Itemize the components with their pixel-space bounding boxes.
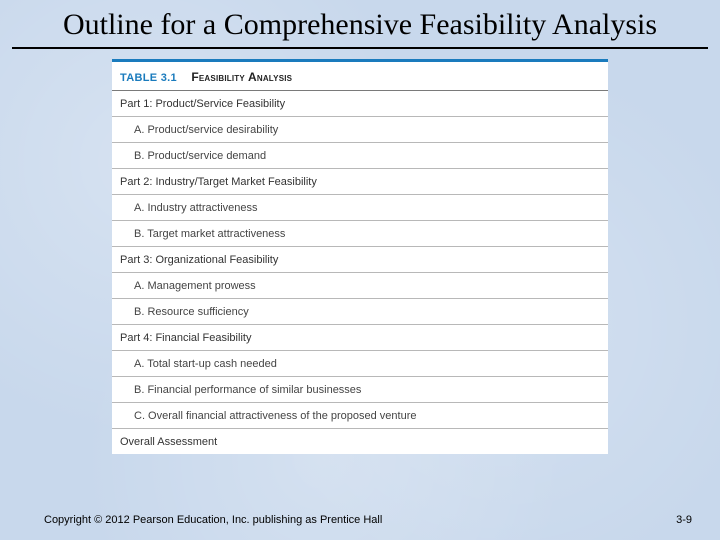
table-row: C. Overall financial attractiveness of t… [112, 403, 608, 429]
table-row: Part 1: Product/Service Feasibility [112, 91, 608, 117]
table-row: A. Industry attractiveness [112, 195, 608, 221]
table-header: TABLE 3.1 Feasibility Analysis [112, 62, 608, 91]
table-row: B. Target market attractiveness [112, 221, 608, 247]
table-row: Overall Assessment [112, 429, 608, 454]
table-row: B. Financial performance of similar busi… [112, 377, 608, 403]
table-row: A. Management prowess [112, 273, 608, 299]
table-row: B. Resource sufficiency [112, 299, 608, 325]
table-label: TABLE 3.1 [120, 72, 177, 84]
table-row: A. Product/service desirability [112, 117, 608, 143]
copyright-text: Copyright © 2012 Pearson Education, Inc.… [44, 514, 382, 526]
table-row: B. Product/service demand [112, 143, 608, 169]
slide-title: Outline for a Comprehensive Feasibility … [0, 0, 720, 47]
table-row: Part 2: Industry/Target Market Feasibili… [112, 169, 608, 195]
page-number: 3-9 [676, 514, 692, 526]
title-underline [12, 47, 708, 49]
footer: Copyright © 2012 Pearson Education, Inc.… [0, 514, 720, 526]
table-row: Part 3: Organizational Feasibility [112, 247, 608, 273]
table-row: A. Total start-up cash needed [112, 351, 608, 377]
table-row: Part 4: Financial Feasibility [112, 325, 608, 351]
feasibility-table: TABLE 3.1 Feasibility Analysis Part 1: P… [112, 59, 608, 454]
table-name: Feasibility Analysis [191, 70, 292, 84]
